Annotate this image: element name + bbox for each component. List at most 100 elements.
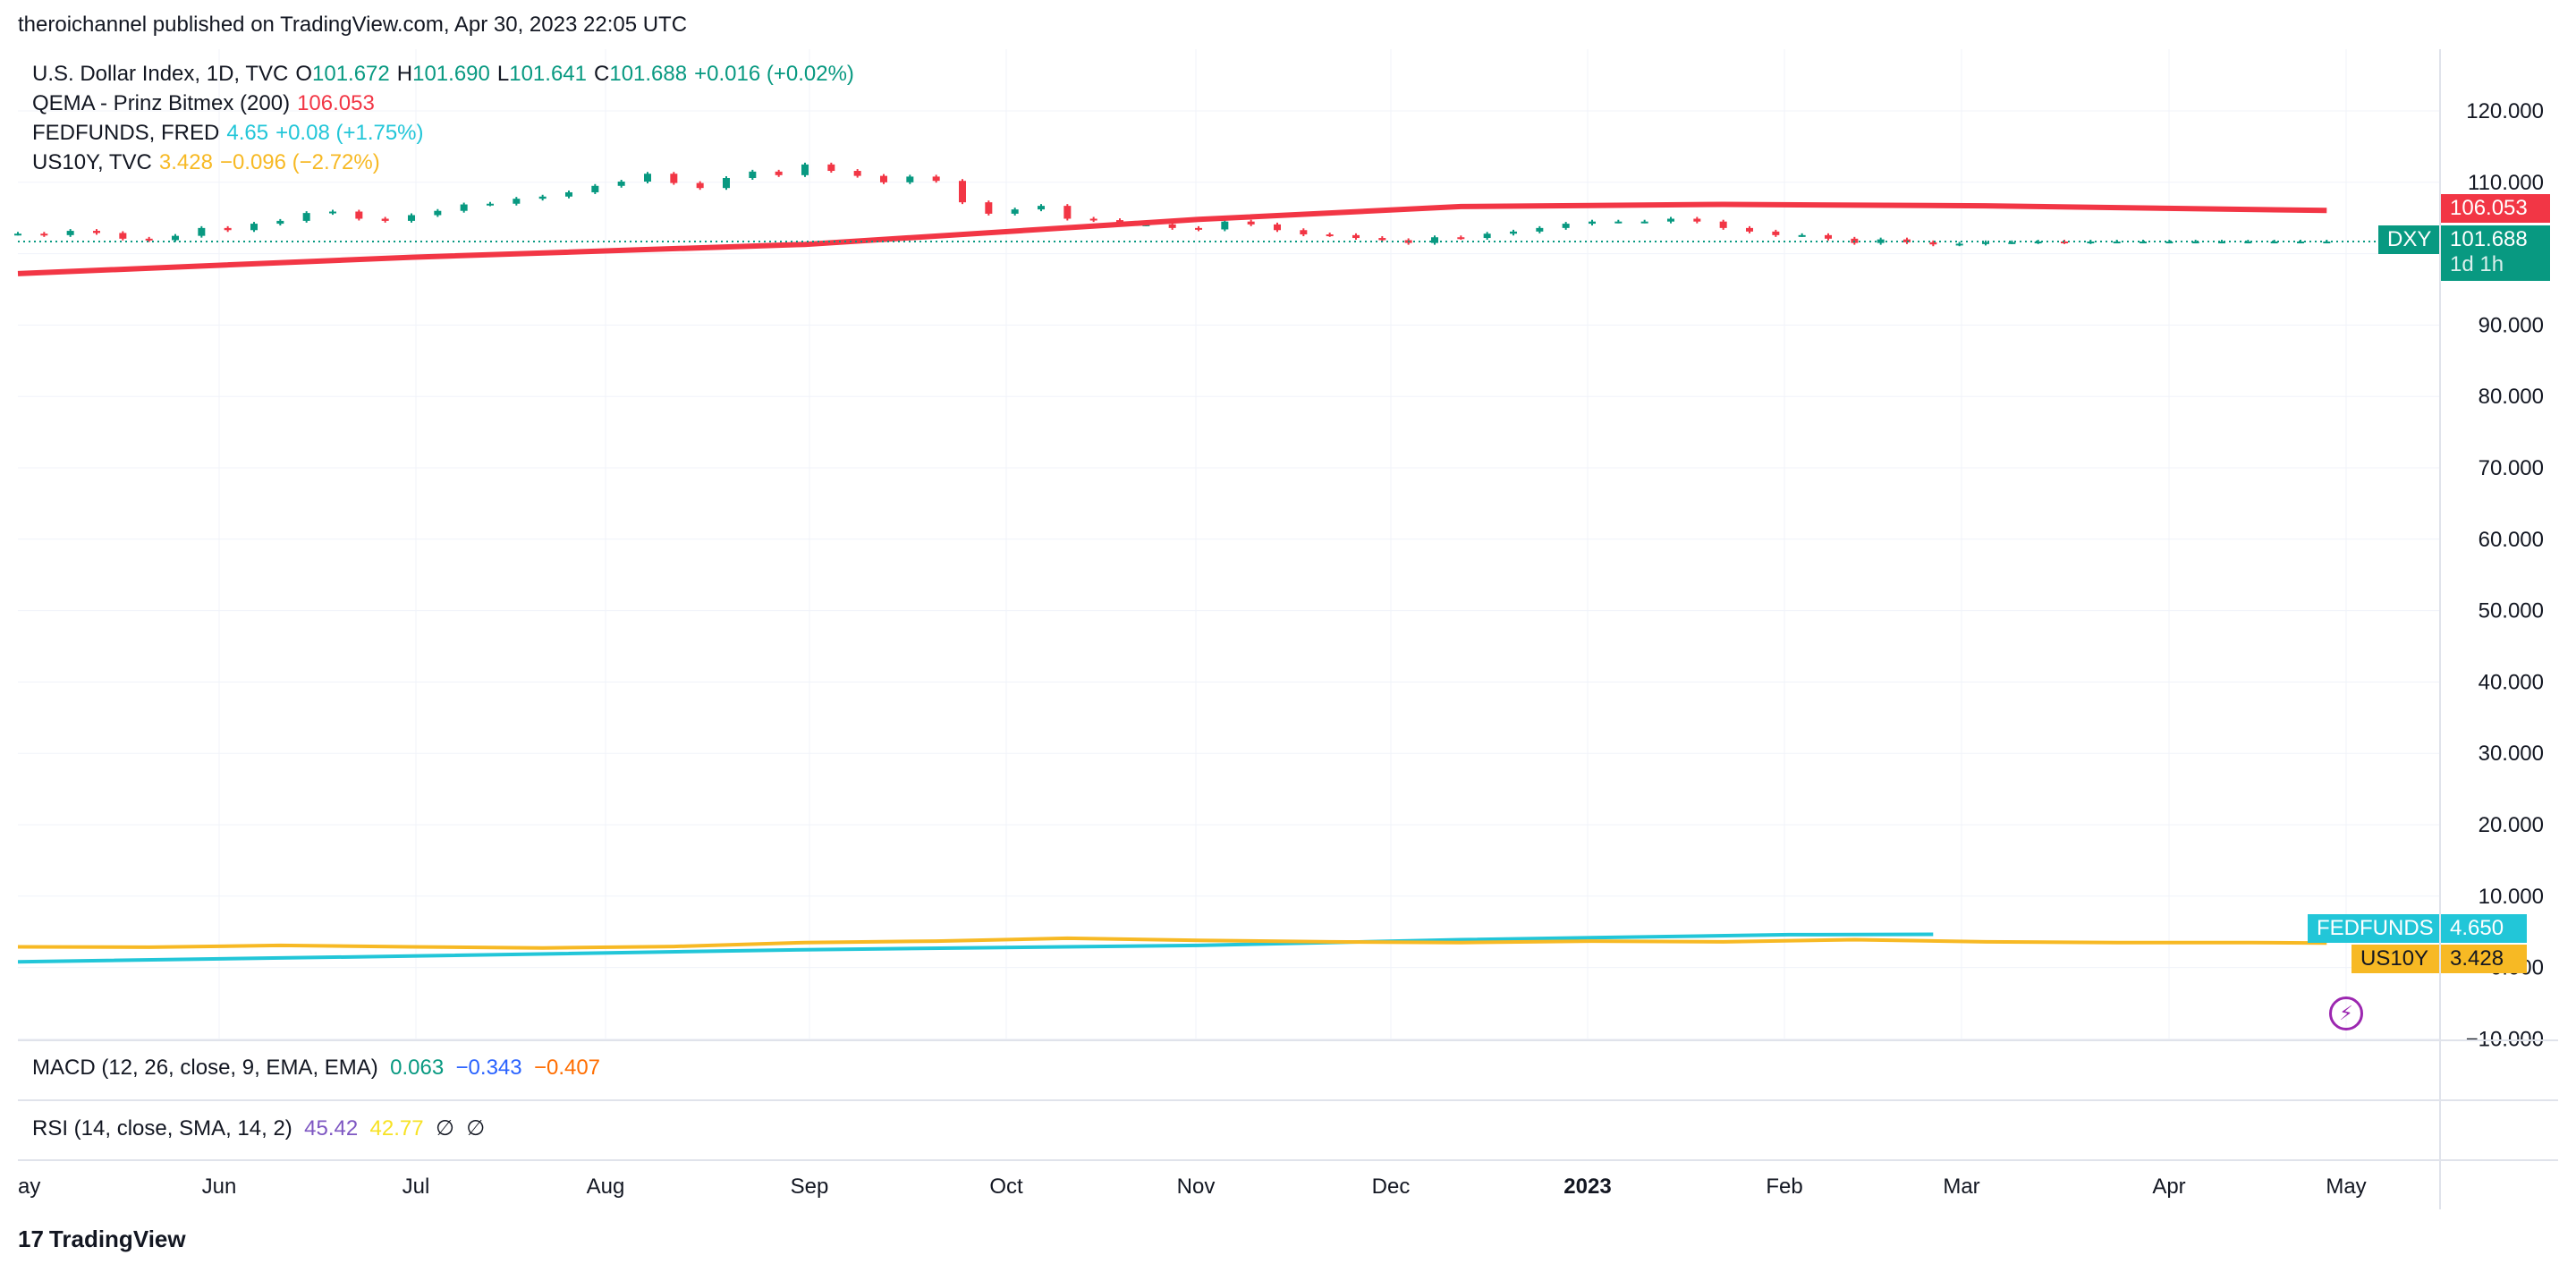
candle-body [932, 176, 940, 182]
candle-body [1510, 231, 1517, 234]
candle-body [40, 233, 48, 236]
candle-body [723, 178, 730, 189]
candle-body [1378, 238, 1386, 241]
x-tick-label: Oct [989, 1174, 1023, 1199]
qema-series-line [17, 201, 2327, 276]
x-tick-label: Apr [2152, 1174, 2185, 1199]
fedfunds-price-badge: 4.650 [2441, 914, 2527, 943]
candle-body [985, 202, 993, 214]
y-tick-label: 40.000 [2479, 670, 2544, 694]
dxy-legend-name: U.S. Dollar Index, 1D, TVC [32, 62, 289, 86]
candle-body [145, 238, 153, 241]
legend-us10y[interactable]: US10Y, TVC 3.428 −0.096 (−2.72%) [32, 148, 387, 177]
candle-body [355, 211, 363, 219]
candle-body [329, 211, 336, 214]
us10y-legend-value: 3.428 [158, 150, 213, 174]
candle-body [1982, 242, 1989, 244]
candle-body [853, 171, 861, 176]
rsi-value-1: 45.42 [304, 1116, 359, 1141]
fedfunds-legend-name: FEDFUNDS, FRED [32, 121, 220, 145]
y-tick-label: 90.000 [2479, 313, 2544, 337]
candle-body [959, 181, 966, 203]
candle-body [1483, 233, 1491, 239]
candle-body [801, 164, 809, 175]
dxy-change: +0.016 (+0.02%) [694, 62, 854, 86]
candle-body [1352, 234, 1360, 239]
grid-lines [18, 49, 2440, 1040]
candle-body [1300, 230, 1308, 235]
x-tick-label: Jul [402, 1174, 430, 1199]
candle-body [2218, 242, 2225, 244]
candle-body [880, 175, 887, 182]
candle-body [93, 231, 100, 233]
tradingview-logo[interactable]: 17 TradingView [18, 1225, 186, 1253]
candle-body [1536, 227, 1544, 232]
x-tick-label: Feb [1766, 1174, 1802, 1199]
open-label: O [295, 62, 312, 86]
open-value: 101.672 [312, 62, 390, 86]
y-tick-label: 50.000 [2479, 599, 2544, 623]
macd-value-2: −0.343 [455, 1056, 522, 1080]
qema-price-badge: 106.053 [2441, 194, 2550, 223]
rsi-value-2: 42.77 [369, 1116, 424, 1141]
low-label: L [496, 62, 510, 86]
macd-value-3: −0.407 [533, 1056, 601, 1080]
candle-body [1719, 221, 1727, 228]
candle-body [1798, 234, 1806, 237]
candle-body [198, 227, 206, 236]
candle-body [749, 171, 757, 179]
candle-body [1589, 221, 1596, 225]
candle-body [565, 191, 572, 197]
legend-qema[interactable]: QEMA - Prinz Bitmex (200) 106.053 [32, 89, 382, 118]
candle-body [1640, 221, 1648, 224]
x-tick-label: Sep [791, 1174, 829, 1199]
candle-body [1011, 209, 1019, 214]
candle-body [617, 182, 625, 186]
candle-body [644, 174, 651, 182]
x-tick-label: Dec [1372, 1174, 1411, 1199]
candle-body [14, 233, 21, 236]
qema-legend-name: QEMA - Prinz Bitmex (200) [32, 91, 291, 115]
candle-body [538, 196, 547, 199]
us10y-name-badge: US10Y [2351, 945, 2439, 973]
candle-body [460, 204, 468, 211]
candle-body [408, 215, 415, 221]
dxy-name-badge: DXY [2378, 225, 2439, 254]
candle-body [775, 171, 783, 175]
us10y-price-badge: 3.428 [2441, 945, 2527, 973]
x-tick-label: Mar [1943, 1174, 1979, 1199]
dxy-price-badge: 101.688 1d 1h [2441, 225, 2550, 281]
x-tick-label: ay [18, 1174, 40, 1199]
legend-fedfunds[interactable]: FEDFUNDS, FRED 4.65 +0.08 (+1.75%) [32, 118, 431, 148]
candle-body [434, 210, 442, 216]
y-tick-label: 30.000 [2479, 742, 2544, 766]
y-tick-label: 20.000 [2479, 813, 2544, 837]
candle-body [2270, 242, 2278, 244]
candle-body [381, 218, 389, 221]
y-tick-label: 60.000 [2479, 528, 2544, 552]
close-label: C [594, 62, 610, 86]
lightning-bolt-icon[interactable]: ⚡ [2329, 996, 2363, 1030]
rsi-legend[interactable]: RSI (14, close, SMA, 14, 2) 45.42 42.77 … [32, 1115, 485, 1141]
y-tick-label: 80.000 [2479, 385, 2544, 409]
candle-body [1431, 237, 1438, 243]
legend-dxy[interactable]: U.S. Dollar Index, 1D, TVC O101.672 H101.6… [32, 59, 861, 89]
close-value: 101.688 [609, 62, 688, 86]
dxy-badge-time: 1d 1h [2450, 252, 2504, 276]
candle-body [591, 185, 599, 192]
us10y-series-line [17, 936, 2327, 950]
x-tick-label: 2023 [1563, 1174, 1611, 1199]
us10y-legend-name: US10Y, TVC [32, 150, 152, 174]
candle-body [1089, 218, 1097, 221]
candle-body [1825, 234, 1832, 239]
candle-body [1667, 218, 1674, 222]
x-axis-ticks: ay Jun Jul Aug Sep Oct Nov Dec 2023 Feb Mar Apr May [18, 1174, 2367, 1199]
candle-body [1168, 224, 1176, 228]
candle-body [250, 224, 258, 231]
candle-body [696, 182, 704, 189]
candle-body [1326, 234, 1334, 237]
macd-legend[interactable]: MACD (12, 26, close, 9, EMA, EMA) 0.063 … [32, 1056, 600, 1081]
candle-body [1693, 218, 1701, 222]
candle-body [2244, 242, 2252, 244]
